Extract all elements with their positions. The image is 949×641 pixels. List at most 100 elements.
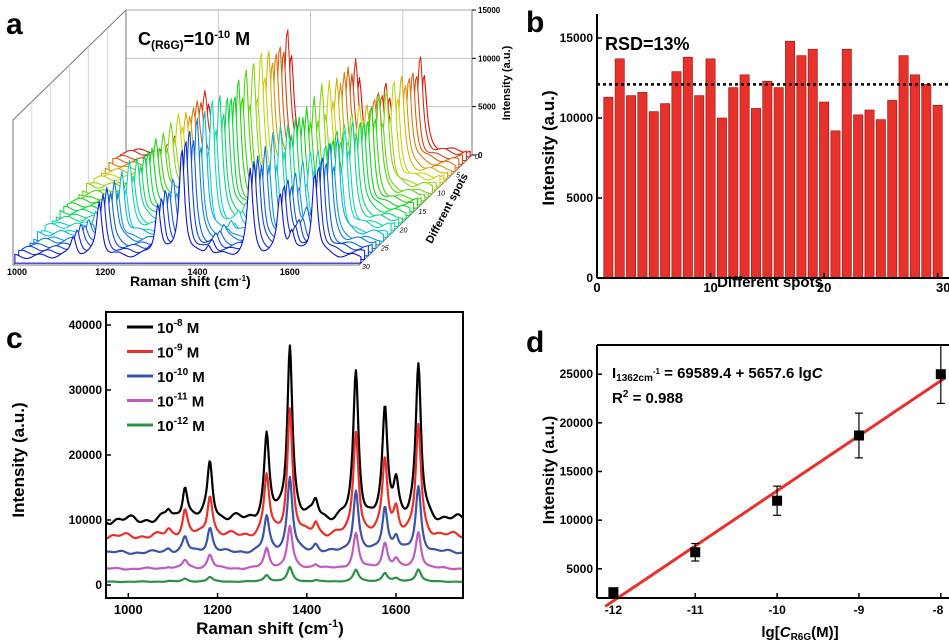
legend-unit: M — [188, 394, 205, 411]
x-tick-label: 1400 — [188, 267, 208, 277]
panel-a-zlabel: Intensity (a.u.) — [501, 45, 513, 120]
panel-c-spectra — [105, 344, 464, 584]
legend-unit: M — [183, 320, 200, 337]
panel-c-axes: 0 10000 20000 30000 40000 1000 1200 1400 1600 — [69, 311, 464, 617]
y-tick-label: 10000 — [560, 513, 594, 527]
y-tick-label: 25000 — [560, 367, 594, 381]
bar — [739, 74, 750, 279]
x-tick-label: 1600 — [382, 602, 411, 617]
panel-d-axes: 5000 10000 15000 20000 25000 -12 -11 -10 -9 -8 — [560, 344, 949, 617]
x-tick-label: 10 — [703, 280, 717, 295]
panel-d-equation: I1362cm-1 = 69589.4 + 5657.6 lgC — [612, 365, 824, 384]
bar — [785, 40, 795, 279]
y-tick-label: 40000 — [69, 318, 103, 332]
z-tick-label: 5000 — [478, 103, 496, 112]
spot-tick-label: 20 — [399, 227, 408, 234]
bar — [830, 130, 841, 279]
x-tick-label: 30 — [936, 280, 949, 295]
bar — [853, 114, 864, 279]
data-point — [608, 587, 619, 598]
legend-entry: 10-9 M — [157, 343, 199, 362]
bar — [614, 58, 625, 279]
panel-c-letter: c — [6, 322, 23, 355]
data-point — [690, 547, 701, 558]
bar — [694, 95, 705, 279]
panel-a-x-ticks: 1000 1200 1400 1600 — [7, 267, 300, 277]
bar — [626, 95, 637, 279]
bar — [909, 74, 920, 279]
legend-exp: -9 — [174, 343, 183, 354]
y-tick-label: 5000 — [566, 562, 593, 576]
y-tick-label: 20000 — [560, 416, 594, 430]
legend-exp: -11 — [174, 392, 188, 403]
panel-a-letter: a — [6, 8, 23, 41]
bar — [819, 101, 830, 279]
panel-d-points — [608, 344, 946, 598]
spectrum-line — [105, 524, 464, 571]
spectrum-line — [105, 344, 464, 526]
panel-b-ylabel: Intensity (a.u.) — [539, 90, 558, 205]
bar — [728, 87, 739, 279]
x-tick-label: 1000 — [7, 267, 27, 277]
legend-unit: M — [188, 369, 205, 386]
bar — [751, 108, 761, 279]
legend-exp: -10 — [174, 367, 189, 378]
z-tick-label: 0 — [478, 151, 483, 160]
bar — [796, 55, 807, 279]
legend-base: 10 — [157, 369, 174, 386]
bar — [887, 100, 898, 279]
bar — [921, 84, 932, 279]
y-tick-label: 5000 — [566, 191, 593, 205]
panel-b-annotation: RSD=13% — [605, 34, 690, 54]
bar — [660, 103, 671, 279]
spot-tick-label: 25 — [380, 246, 389, 253]
legend-base: 10 — [157, 394, 174, 411]
spot-tick-label: 10 — [437, 191, 445, 198]
spot-tick-label: 0 — [475, 154, 479, 161]
panel-b-bars — [603, 40, 943, 279]
y-tick-label: 15000 — [560, 31, 594, 45]
panel-c-xlabel: Raman shift (cm-1) — [196, 618, 344, 638]
y-tick-label: 30000 — [69, 383, 103, 397]
panel-d-ylabel: Intensity (a.u.) — [541, 416, 558, 524]
x-tick-label: 1400 — [292, 602, 321, 617]
bar — [773, 87, 784, 279]
x-tick-label: 1600 — [280, 267, 300, 277]
legend-exp: -8 — [174, 318, 183, 329]
legend-entry: 10-8 M — [157, 318, 199, 337]
panel-c-ylabel: Intensity (a.u.) — [9, 402, 28, 517]
panel-a-z-ticks: 0 5000 10000 15000 — [472, 6, 501, 160]
bar — [762, 80, 773, 279]
x-tick-label: 1000 — [114, 602, 143, 617]
x-tick-label: -11 — [687, 603, 704, 617]
panel-d-fit-line — [604, 376, 946, 608]
spectrum-line — [105, 407, 464, 540]
legend-unit: M — [183, 345, 200, 362]
panel-d-r2: R2 = 0.988 — [612, 389, 683, 407]
panel-a-annotation: C(R6G)=10-10 M — [138, 29, 250, 52]
bar — [864, 109, 875, 279]
panel-d: d Intensity (a.u.) 5000 10000 15000 20000 25… — [526, 326, 949, 641]
bar — [898, 55, 909, 279]
panel-a: a 1000 1200 1400 1600 0 5000 10000 15000 0 5 10 1… — [6, 6, 513, 289]
data-point — [853, 430, 864, 441]
y-tick-label: 10000 — [69, 513, 103, 527]
spectrum-line — [105, 565, 464, 584]
legend-base: 10 — [157, 345, 174, 362]
spot-tick-label: 5 — [456, 172, 460, 179]
legend-exp: -12 — [174, 416, 189, 427]
x-tick-label: -10 — [768, 603, 786, 617]
spectrum-trace — [14, 149, 362, 264]
legend-entry: 10-12 M — [157, 416, 205, 435]
y-tick-label: 0 — [95, 578, 102, 592]
x-tick-label: -12 — [605, 603, 623, 617]
bar — [648, 111, 659, 279]
spot-tick-label: 15 — [419, 209, 427, 216]
x-tick-label: -8 — [933, 603, 944, 617]
y-tick-label: 10000 — [560, 111, 594, 125]
panel-c: c Intensity (a.u.) 0 10000 20000 30000 40000… — [6, 311, 464, 638]
y-tick-label: 15000 — [560, 465, 594, 479]
bar — [716, 117, 727, 279]
panel-a-spectra — [14, 29, 471, 264]
